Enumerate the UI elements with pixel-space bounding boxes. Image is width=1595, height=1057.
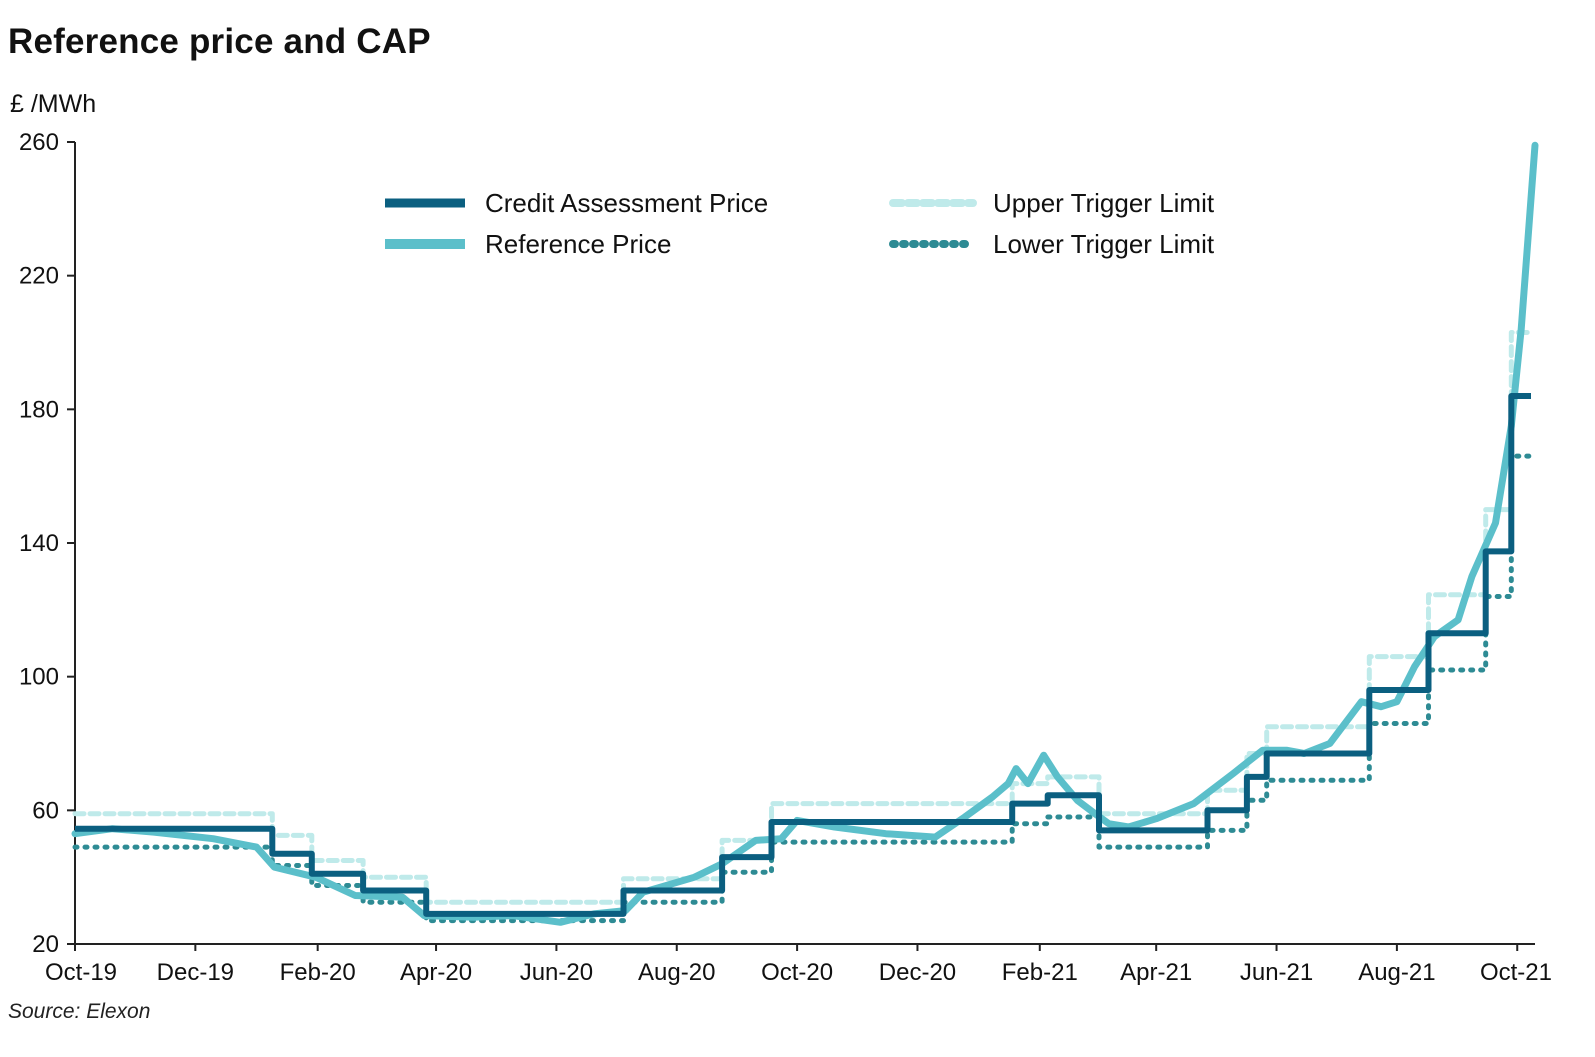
x-tick-label: Dec-20 — [879, 959, 956, 986]
y-axis-unit-label: £ /MWh — [10, 90, 97, 118]
source-note: Source: Elexon — [8, 1000, 151, 1023]
legend-label: Credit Assessment Price — [485, 188, 768, 218]
y-tick-label: 20 — [32, 931, 59, 958]
chart-title: Reference price and CAP — [8, 22, 431, 61]
legend-label: Upper Trigger Limit — [993, 188, 1215, 218]
x-tick-label: Oct-19 — [45, 959, 117, 986]
x-tick-label: Dec-19 — [157, 959, 234, 986]
x-tick-label: Feb-20 — [280, 959, 356, 986]
legend-label: Reference Price — [485, 229, 671, 259]
y-tick-label: 260 — [19, 129, 59, 156]
series-line-upper-trigger-limit — [72, 330, 1534, 905]
x-tick-label: Jun-20 — [520, 959, 593, 986]
y-tick-label: 180 — [19, 396, 59, 423]
x-tick-label: Jun-21 — [1240, 959, 1313, 986]
y-tick-label: 60 — [32, 797, 59, 824]
x-tick-label: Aug-20 — [638, 959, 715, 986]
y-tick-label: 220 — [19, 263, 59, 290]
y-tick-label: 100 — [19, 664, 59, 691]
x-tick-label: Apr-20 — [400, 959, 472, 986]
x-tick-label: Feb-21 — [1002, 959, 1078, 986]
legend-label: Lower Trigger Limit — [993, 229, 1215, 259]
series-layer — [71, 141, 1539, 926]
legend: Credit Assessment Price Reference Price Up… — [385, 188, 1215, 259]
series-line-reference-price — [71, 141, 1539, 926]
x-tick-label: Aug-21 — [1358, 959, 1435, 986]
y-tick-label: 140 — [19, 530, 59, 557]
x-tick-label: Apr-21 — [1120, 959, 1192, 986]
x-axis-ticks: Oct-19 Dec-19 Feb-20 Apr-20 Jun-20 Aug-20 Oct-… — [45, 944, 1552, 986]
x-tick-label: Oct-20 — [761, 959, 833, 986]
x-tick-label: Oct-21 — [1480, 959, 1552, 986]
series-line-credit-assessment-price — [75, 393, 1531, 917]
y-axis-ticks: 20 60 100 140 180 220 260 — [19, 129, 75, 958]
